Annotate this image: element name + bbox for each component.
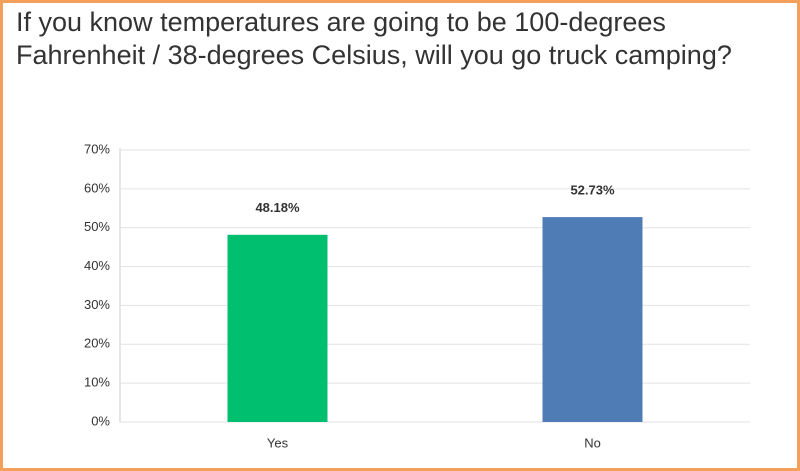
value-label: 52.73%	[570, 183, 615, 198]
y-tick-label: 20%	[84, 336, 110, 351]
chart-title: If you know temperatures are going to be…	[16, 7, 732, 70]
bar	[227, 234, 328, 422]
y-tick-label: 30%	[84, 297, 110, 312]
value-label: 48.18%	[255, 200, 300, 215]
y-tick-label: 40%	[84, 258, 110, 273]
x-tick-label: Yes	[267, 435, 289, 450]
y-tick-label: 70%	[84, 141, 110, 156]
y-tick-label: 50%	[84, 219, 110, 234]
y-tick-label: 0%	[91, 413, 110, 428]
y-tick-label: 60%	[84, 180, 110, 195]
bar	[542, 217, 643, 422]
x-tick-label: No	[584, 435, 601, 450]
y-tick-label: 10%	[84, 375, 110, 390]
